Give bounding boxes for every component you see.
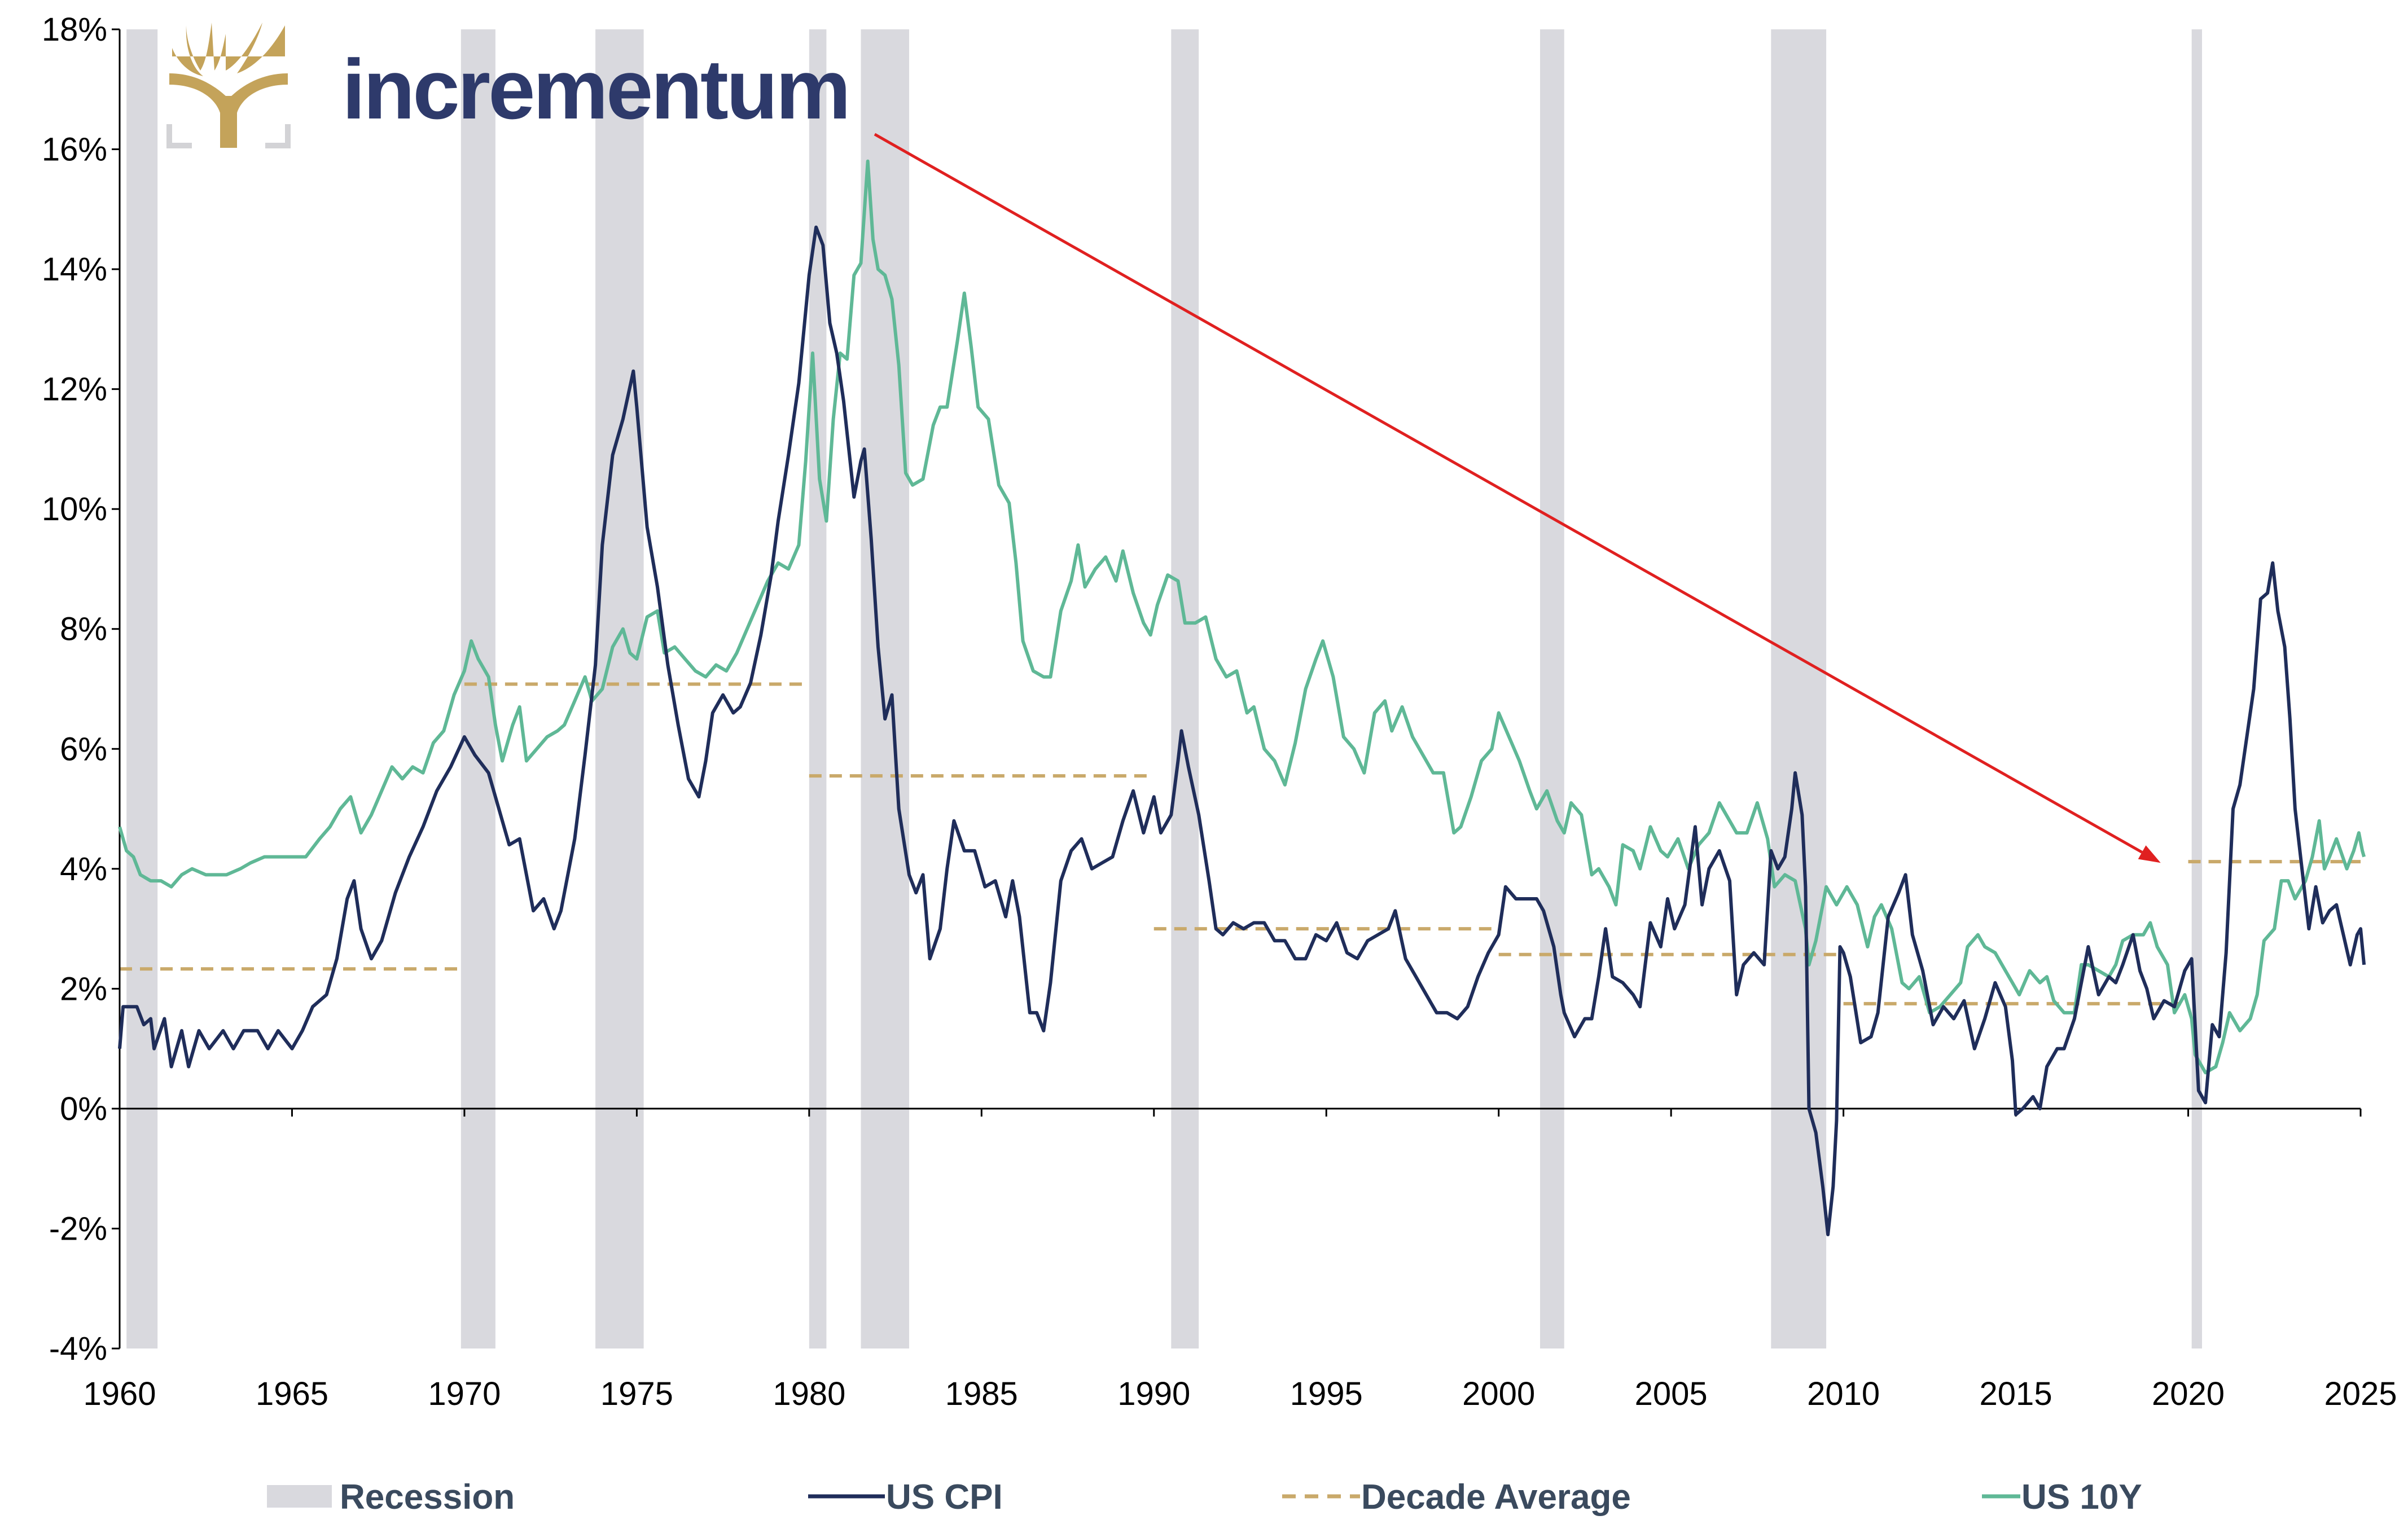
y-tick-label: 2%: [60, 970, 107, 1007]
x-tick-label: 2010: [1807, 1376, 1880, 1412]
logo-wordmark: incrementum: [342, 42, 849, 137]
series-lines: [118, 159, 2366, 1237]
legend-recession-swatch: [267, 1485, 332, 1508]
trend-arrow: [874, 133, 2161, 863]
legend-cpi-label: US CPI: [886, 1478, 1003, 1517]
logo: incrementum: [166, 23, 851, 148]
trend-arrow-shaft: [874, 133, 2143, 854]
x-tick-label: 2020: [2152, 1376, 2225, 1412]
trend-arrow-head: [2138, 845, 2161, 863]
axes: -4% -2% 0% 2% 4% 6% 8% 10% 12% 14% 16% 18% 1960 1965 1…: [42, 11, 2397, 1412]
x-tick-label: 1980: [773, 1376, 845, 1412]
x-tick-label: 1990: [1117, 1376, 1190, 1412]
y-tick-label: 0%: [60, 1091, 107, 1127]
x-tick-label: 1975: [600, 1376, 673, 1412]
legend-decade-average-label: Decade Average: [1361, 1478, 1631, 1517]
recession-band-7: [1771, 29, 1827, 1348]
y-tick-label: -2%: [49, 1210, 107, 1247]
x-tick-label: 1970: [428, 1376, 501, 1412]
recession-band-5: [1171, 29, 1199, 1348]
y-tick-label: 4%: [60, 851, 107, 888]
x-tick-label: 1960: [83, 1376, 156, 1412]
series-line-us-10y: [118, 159, 2366, 1075]
recession-band-0: [126, 29, 158, 1348]
decade-average-lines: [120, 682, 2361, 1005]
x-tick-label: 2025: [2324, 1376, 2397, 1412]
y-tick-label: 16%: [42, 131, 107, 168]
legend-10y-label: US 10Y: [2021, 1478, 2142, 1517]
x-tick-label: 2000: [1462, 1376, 1535, 1412]
y-tick-label: 18%: [42, 11, 107, 48]
y-tick-label: 10%: [42, 491, 107, 528]
y-tick-label: -4%: [49, 1330, 107, 1367]
y-tick-label: 14%: [42, 251, 107, 288]
y-tick-label: 12%: [42, 371, 107, 408]
legend: Recession US CPI Decade Average US 10Y: [267, 1478, 2142, 1517]
recession-band-6: [1540, 29, 1564, 1348]
series-line-us-cpi: [118, 225, 2366, 1237]
x-tick-label: 1965: [256, 1376, 328, 1412]
recession-bands: [126, 29, 2202, 1348]
x-tick-label: 1995: [1290, 1376, 1363, 1412]
x-tick-label: 2015: [1980, 1376, 2052, 1412]
tree-logo-icon: [166, 23, 291, 148]
x-tick-label: 2005: [1635, 1376, 1708, 1412]
recession-band-4: [861, 29, 910, 1348]
y-tick-label: 6%: [60, 731, 107, 767]
recession-band-8: [2191, 29, 2202, 1348]
x-tick-label: 1985: [945, 1376, 1018, 1412]
legend-recession-label: Recession: [340, 1478, 515, 1517]
y-tick-label: 8%: [60, 611, 107, 648]
